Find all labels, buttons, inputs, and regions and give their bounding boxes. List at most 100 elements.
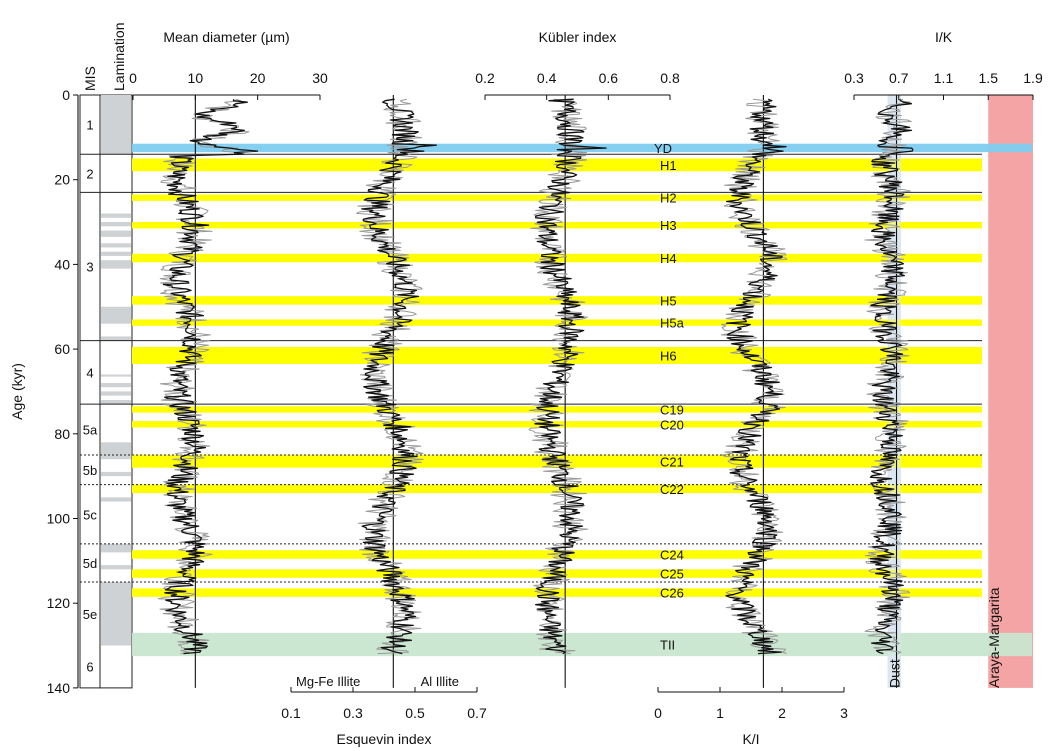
event-band-6 bbox=[132, 319, 982, 326]
mis-column bbox=[79, 94, 101, 689]
tick-label-kubler-3: 0.8 bbox=[660, 70, 680, 86]
tick-label-mean-diameter-0: 0 bbox=[129, 70, 137, 86]
event-label-8: C19 bbox=[660, 402, 684, 417]
tick-label-esquevin-2: 0.5 bbox=[405, 705, 425, 721]
tick-label-mean-diameter-3: 30 bbox=[312, 70, 328, 86]
event-band-8 bbox=[132, 406, 982, 413]
mis-label-6: 5c bbox=[83, 507, 97, 522]
series-kubler-dark bbox=[534, 98, 607, 655]
event-label-4: H4 bbox=[660, 251, 677, 266]
tick-label-i-k-2: 1.1 bbox=[934, 70, 954, 86]
series-esquevin-light bbox=[356, 98, 424, 655]
tick-label-k-i-2: 2 bbox=[778, 705, 786, 721]
tick-label-esquevin-1: 0.3 bbox=[343, 705, 363, 721]
lamination-interval-0 bbox=[101, 95, 131, 155]
event-label-7: H6 bbox=[660, 348, 677, 363]
mis-header: MIS bbox=[82, 66, 98, 91]
panel-label-mean-diameter: Mean diameter (µm) bbox=[163, 29, 289, 45]
series-mean-diameter-dark bbox=[162, 99, 259, 655]
tick-label-esquevin-0: 0.1 bbox=[281, 705, 301, 721]
age-tick-label-4: 80 bbox=[54, 426, 70, 442]
annotation-mgfe-illite: Mg-Fe Illite bbox=[296, 674, 360, 689]
series-i-k-dark bbox=[869, 98, 914, 655]
event-label-11: C22 bbox=[660, 482, 684, 497]
event-label-10: C21 bbox=[660, 454, 684, 469]
age-tick-label-1: 20 bbox=[54, 172, 70, 188]
age-tick-label-7: 140 bbox=[47, 680, 71, 696]
event-label-6: H5a bbox=[660, 316, 685, 331]
lamination-interval-15 bbox=[101, 497, 131, 502]
lamination-interval-2 bbox=[101, 222, 131, 227]
tick-label-esquevin-3: 0.7 bbox=[467, 705, 487, 721]
dust-label: Dust bbox=[886, 659, 902, 688]
lamination-interval-6 bbox=[101, 260, 131, 269]
mis-label-5: 5b bbox=[83, 463, 97, 478]
mis-label-2: 3 bbox=[86, 260, 93, 275]
tick-label-mean-diameter-2: 20 bbox=[250, 70, 266, 86]
event-label-1: H1 bbox=[660, 158, 677, 173]
lamination-interval-16 bbox=[101, 543, 131, 553]
panel-label-i-k: I/K bbox=[935, 29, 953, 45]
series-layer bbox=[157, 98, 914, 655]
panel-label-kubler: Kübler index bbox=[539, 29, 617, 45]
tick-label-i-k-3: 1.5 bbox=[979, 70, 999, 86]
tick-label-i-k-0: 0.3 bbox=[844, 70, 864, 86]
event-band-5 bbox=[132, 296, 982, 305]
series-kubler-light bbox=[528, 98, 589, 655]
araya-margarita-label: Araya-Margarita bbox=[986, 587, 1002, 688]
age-axis-label: Age (kyr) bbox=[9, 363, 25, 420]
lamination-interval-9 bbox=[101, 374, 131, 377]
lamination-interval-14 bbox=[101, 471, 131, 477]
mis-label-9: 6 bbox=[86, 660, 93, 675]
age-tick-label-5: 100 bbox=[47, 511, 71, 527]
tick-label-k-i-3: 3 bbox=[840, 705, 848, 721]
panel-label-k-i: K/I bbox=[742, 731, 759, 747]
age-tick-label-2: 40 bbox=[54, 256, 70, 272]
event-label-5: H5 bbox=[660, 293, 677, 308]
boundary-line-layer bbox=[80, 95, 982, 688]
mis-label-7: 5d bbox=[83, 556, 97, 571]
series-k-i-dark bbox=[725, 98, 787, 655]
event-label-2: H2 bbox=[660, 191, 677, 206]
event-label-13: C25 bbox=[660, 567, 684, 582]
lamination-interval-11 bbox=[101, 391, 131, 396]
lamination-header: Lamination bbox=[111, 23, 127, 92]
lamination-interval-1 bbox=[101, 213, 131, 218]
mis-label-1: 2 bbox=[86, 166, 93, 181]
event-label-14: C26 bbox=[660, 586, 684, 601]
lamination-interval-8 bbox=[101, 336, 131, 341]
tick-label-k-i-0: 0 bbox=[654, 705, 662, 721]
axis-layer bbox=[73, 94, 1034, 693]
tick-label-kubler-2: 0.6 bbox=[599, 70, 619, 86]
lamination-interval-18 bbox=[101, 582, 131, 646]
event-label-3: H3 bbox=[660, 218, 677, 233]
lamination-interval-10 bbox=[101, 382, 131, 388]
age-tick-label-3: 60 bbox=[54, 341, 70, 357]
event-band-11 bbox=[132, 484, 982, 494]
event-band-3 bbox=[132, 222, 982, 229]
panel-label-esquevin: Esquevin index bbox=[337, 731, 432, 747]
tick-label-i-k-4: 1.9 bbox=[1023, 70, 1043, 86]
shaded-band-1 bbox=[988, 95, 1033, 688]
mis-label-0: 1 bbox=[86, 118, 93, 133]
tick-label-i-k-1: 0.7 bbox=[889, 70, 909, 86]
age-tick-label-0: 0 bbox=[62, 87, 70, 103]
mis-label-4: 5a bbox=[83, 423, 98, 438]
event-label-9: C20 bbox=[660, 417, 684, 432]
lamination-interval-3 bbox=[101, 230, 131, 237]
lamination-interval-12 bbox=[101, 399, 131, 405]
event-label-0: YD bbox=[654, 141, 672, 156]
lamination-interval-7 bbox=[101, 306, 131, 324]
event-label-15: TII bbox=[660, 637, 675, 652]
lamination-interval-13 bbox=[101, 442, 131, 460]
event-label-12: C24 bbox=[660, 547, 684, 562]
tick-label-kubler-0: 0.2 bbox=[475, 70, 495, 86]
annotation-al-illite: Al Illite bbox=[421, 674, 459, 689]
lamination-interval-17 bbox=[101, 565, 131, 570]
event-band-15 bbox=[132, 632, 1032, 657]
tick-label-kubler-1: 0.4 bbox=[537, 70, 557, 86]
tick-label-mean-diameter-1: 10 bbox=[188, 70, 204, 86]
tick-label-k-i-1: 1 bbox=[716, 705, 724, 721]
